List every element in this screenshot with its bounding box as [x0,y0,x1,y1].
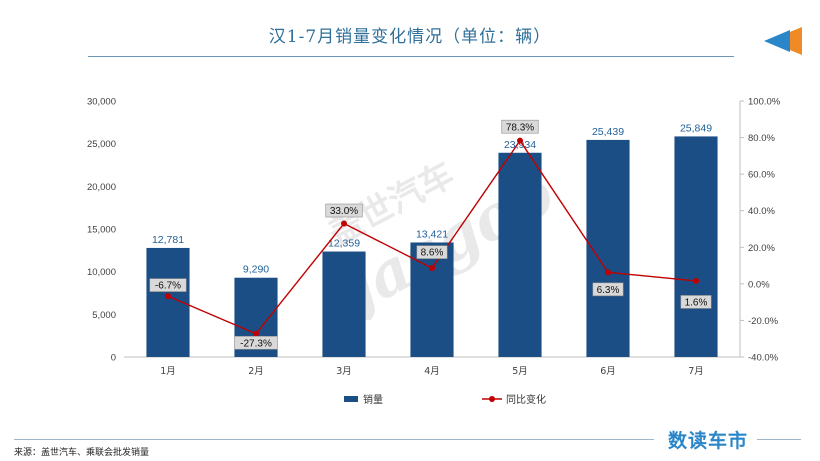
yoy-label-box [680,295,712,309]
bar [498,152,542,357]
legend-line-label: 同比变化 [506,395,546,406]
title-divider [88,56,734,57]
right-tick-label: 40.0% [748,206,775,217]
legend-bar-label: 销量 [363,395,383,406]
x-tick-label: 7月 [688,366,704,377]
bar-value-label: 25,439 [592,126,624,138]
yoy-value-label: 6.3% [597,285,620,296]
legend-bar-swatch [344,395,358,402]
yoy-point [605,269,611,276]
yoy-point [253,330,259,337]
corner-arrow-icon [764,27,802,55]
right-tick-label: 20.0% [748,243,775,254]
yoy-label-box [234,335,278,350]
right-tick-label: -20.0% [748,316,779,327]
yoy-label-box [416,245,448,259]
yoy-label-box [325,203,363,218]
right-axis: -40.0% -20.0% 0.0% 20.0% 40.0% 60.0% 80.0% 100.… [739,97,781,364]
yoy-label-box [149,278,187,292]
bar [674,136,718,357]
yoy-value-label: -6.7% [155,281,181,292]
left-tick-label: 20,000 [87,182,116,193]
x-axis-labels: 1月 2月 3月 4月 5月 6月 7月 [160,366,704,377]
x-tick-label: 5月 [512,366,528,377]
left-axis: 0 5,000 10,000 15,000 20,000 25,000 30,000 [87,97,740,364]
yoy-value-label: -27.3% [240,338,272,349]
yoy-value-label: 8.6% [421,248,444,259]
left-tick-label: 15,000 [87,225,116,236]
bar-value-label: 12,359 [328,238,360,250]
bar [322,251,366,357]
x-tick-label: 6月 [600,366,616,377]
bar-value-label: 9,290 [243,264,269,276]
yoy-point [517,137,523,144]
yoy-point [165,293,171,300]
x-tick-label: 3月 [336,366,352,377]
left-tick-label: 30,000 [87,97,116,108]
yoy-value-label: 78.3% [506,122,534,133]
yoy-value-label: 33.0% [330,206,358,217]
legend-bar: 销量 [344,391,383,406]
yoy-point [429,265,435,272]
yoy-point [693,277,699,284]
right-tick-label: -40.0% [748,353,779,364]
source-note: 来源：盖世汽车、乘联会批发销量 [14,447,150,457]
x-tick-label: 2月 [248,366,264,377]
legend-line: 同比变化 [482,391,546,406]
bar-series: 12,781 9,290 12,359 13,421 23,934 25,439 25,84… [146,122,718,357]
right-tick-label: 60.0% [748,170,775,181]
left-tick-label: 10,000 [87,267,116,278]
bar-value-label: 13,421 [416,228,448,240]
left-tick-label: 5,000 [92,310,116,321]
page-title: 汉1-7月销量变化情况（单位：辆） [268,27,552,47]
yoy-label-box [501,119,539,134]
yoy-point [341,220,347,227]
right-tick-label: 100.0% [748,97,781,108]
line-series: -6.7% -27.3% 33.0% 8.6% 78.3% 6.3% 1.6% [149,119,712,350]
left-tick-label: 0 [111,353,116,364]
bar-value-label: 23,934 [504,139,536,151]
footer-divider-left [14,439,654,440]
left-tick-label: 25,000 [87,139,116,150]
bar [586,139,630,357]
bar-value-label: 25,849 [680,122,712,134]
legend-line-swatch [482,395,502,402]
x-tick-label: 4月 [424,366,440,377]
footer-divider-right [757,439,801,440]
yoy-value-label: 1.6% [685,298,708,309]
right-tick-label: 0.0% [748,279,770,290]
brand-logo: 数读车市 [668,431,749,452]
right-tick-label: 80.0% [748,133,775,144]
bar [410,242,454,357]
yoy-label-box [592,282,624,297]
x-tick-label: 1月 [160,366,176,377]
bar-value-label: 12,781 [152,234,184,246]
